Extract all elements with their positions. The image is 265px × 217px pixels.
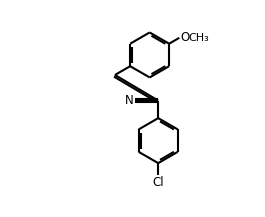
Text: Cl: Cl (152, 176, 164, 189)
Text: N: N (125, 94, 134, 107)
Text: O: O (180, 31, 190, 44)
Text: CH₃: CH₃ (188, 33, 209, 43)
